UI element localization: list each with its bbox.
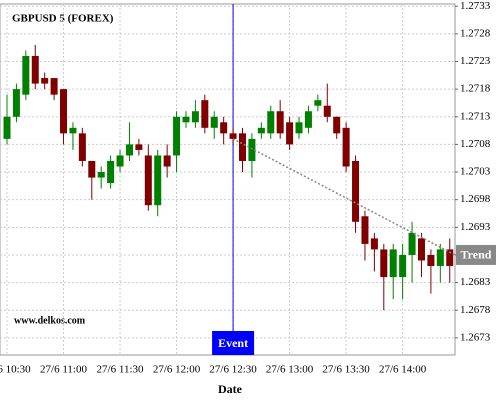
candle-body	[50, 78, 58, 95]
y-tick-label: 1.2728	[460, 27, 491, 39]
trend-line	[232, 138, 456, 256]
candle-body	[314, 100, 322, 106]
candle-body	[295, 122, 303, 134]
candle-body	[323, 105, 331, 117]
candle-body	[342, 127, 350, 167]
y-tick-label: 1.2693	[460, 221, 491, 233]
candle-body	[220, 122, 228, 134]
x-tick-label: 27/6 12:00	[153, 364, 201, 376]
y-tick-label: 1.2698	[460, 193, 491, 205]
candle-body	[446, 249, 454, 267]
candle-body	[125, 144, 133, 156]
event-label: Event	[218, 336, 248, 350]
candle-body	[144, 155, 152, 206]
y-tick-label: 1.2708	[460, 138, 491, 150]
candle-body	[12, 89, 20, 117]
candle-body	[41, 78, 49, 84]
candle-body	[31, 55, 39, 84]
x-tick-label: 27/6 13:30	[322, 364, 370, 376]
candle-body	[399, 254, 407, 278]
x-tick-label: 27/6 12:30	[209, 364, 257, 376]
y-tick-label: 1.2733	[460, 0, 491, 12]
trend-label-box	[456, 244, 496, 265]
candle-body	[248, 138, 256, 161]
x-tick-label: 27/6 11:30	[97, 364, 144, 376]
candle-body	[173, 116, 181, 156]
candle-body	[182, 116, 190, 123]
candle-body	[229, 133, 237, 139]
candle-body	[436, 249, 444, 267]
x-tick-label: 27/6 14:00	[379, 364, 427, 376]
candle-body	[135, 144, 143, 150]
x-tick-label: 27/6 11:00	[40, 364, 87, 376]
candle-body	[88, 160, 96, 178]
candle-body	[389, 249, 397, 278]
event-label-box	[212, 331, 255, 355]
candle-body	[3, 116, 11, 139]
candle-body	[154, 155, 162, 206]
y-tick-label: 1.2678	[460, 304, 491, 316]
candle-body	[60, 89, 68, 134]
chart-title: GBPUSD 5 (FOREX)	[12, 13, 114, 25]
candle-body	[163, 155, 171, 167]
candle-body	[210, 116, 218, 128]
candle-body	[257, 127, 265, 134]
candle-body	[370, 238, 378, 250]
plot-area	[0, 3, 456, 356]
candle-body	[286, 122, 294, 145]
candle-body	[97, 172, 105, 178]
x-tick-label: 27/6 10:30	[0, 364, 31, 376]
candle-body	[191, 111, 199, 123]
candle-body	[22, 55, 30, 95]
candle-body	[408, 232, 416, 255]
trend-label: Trend	[461, 248, 492, 262]
candle-body	[267, 111, 275, 134]
y-tick-label: 1.2718	[460, 83, 491, 95]
y-tick-label: 1.2683	[460, 276, 491, 288]
watermark: www.delkos.com	[14, 315, 86, 326]
candle-body	[239, 133, 246, 161]
y-tick-label: 1.2673	[460, 331, 491, 343]
candle-body	[333, 116, 341, 134]
y-tick-label: 1.2703	[460, 166, 491, 178]
candle-body	[304, 111, 312, 128]
candle-body	[201, 100, 209, 128]
candle-body	[361, 216, 369, 244]
candle-body	[69, 127, 77, 134]
candle-body	[107, 160, 115, 184]
candle-body	[116, 155, 124, 167]
y-tick-label: 1.2723	[460, 55, 491, 67]
y-tick-label: 1.2713	[460, 110, 491, 122]
x-tick-label: 27/6 13:00	[266, 364, 314, 376]
candle-body	[78, 133, 86, 161]
candle-body	[276, 111, 284, 134]
candle-body	[352, 160, 360, 222]
x-axis-label: Date	[218, 382, 243, 396]
candle-body	[427, 254, 435, 267]
candle-body	[417, 238, 425, 261]
candle-body	[380, 249, 388, 278]
